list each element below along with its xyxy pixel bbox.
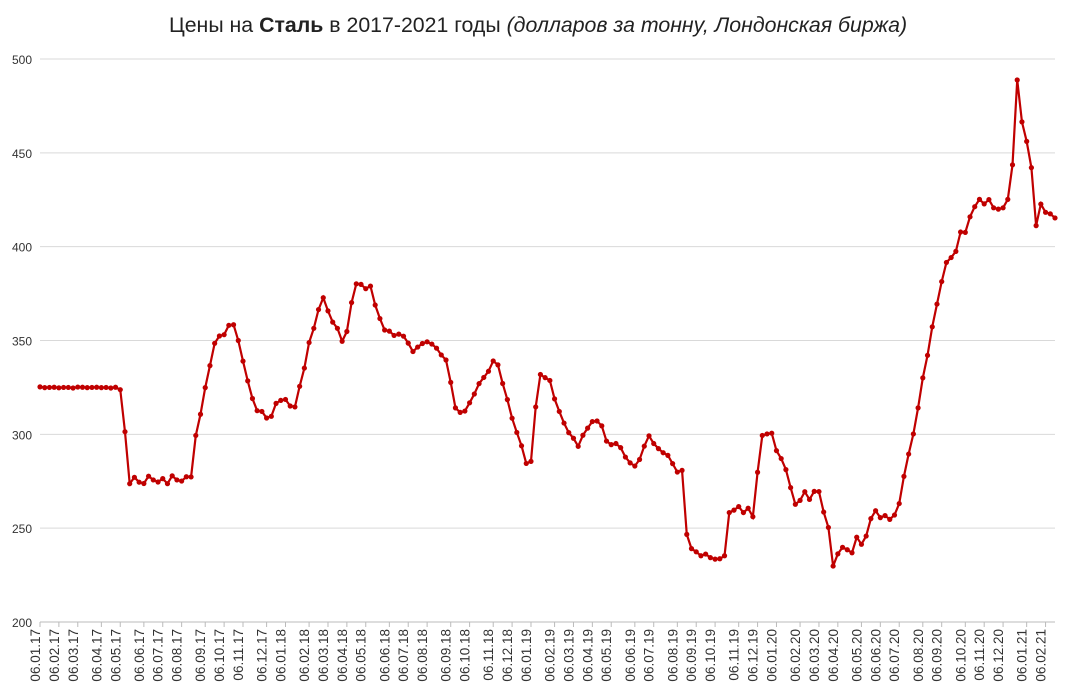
svg-text:06.09.20: 06.09.20 bbox=[930, 629, 945, 682]
svg-text:06.05.17: 06.05.17 bbox=[108, 629, 123, 682]
svg-text:06.05.20: 06.05.20 bbox=[849, 629, 864, 682]
svg-text:400: 400 bbox=[12, 241, 32, 255]
svg-text:06.04.18: 06.04.18 bbox=[335, 629, 350, 682]
svg-text:06.06.17: 06.06.17 bbox=[132, 629, 147, 682]
svg-text:06.12.18: 06.12.18 bbox=[500, 629, 515, 682]
svg-text:06.10.19: 06.10.19 bbox=[703, 629, 718, 682]
svg-text:06.08.17: 06.08.17 bbox=[170, 629, 185, 682]
svg-text:06.02.21: 06.02.21 bbox=[1034, 629, 1049, 682]
svg-text:450: 450 bbox=[12, 147, 32, 161]
svg-text:06.02.18: 06.02.18 bbox=[297, 629, 312, 682]
svg-text:06.12.19: 06.12.19 bbox=[746, 629, 761, 682]
svg-text:06.11.19: 06.11.19 bbox=[727, 629, 742, 681]
svg-text:300: 300 bbox=[12, 428, 32, 442]
svg-text:06.08.20: 06.08.20 bbox=[911, 629, 926, 682]
svg-text:06.02.20: 06.02.20 bbox=[788, 629, 803, 682]
svg-text:06.09.18: 06.09.18 bbox=[439, 629, 454, 682]
svg-text:06.12.17: 06.12.17 bbox=[255, 629, 270, 682]
svg-text:06.10.18: 06.10.18 bbox=[458, 629, 473, 682]
svg-text:06.07.18: 06.07.18 bbox=[396, 629, 411, 682]
svg-text:06.06.19: 06.06.19 bbox=[623, 629, 638, 682]
svg-text:06.10.17: 06.10.17 bbox=[212, 629, 227, 682]
svg-text:06.04.17: 06.04.17 bbox=[89, 629, 104, 682]
svg-text:06.10.20: 06.10.20 bbox=[953, 629, 968, 682]
svg-text:06.02.19: 06.02.19 bbox=[543, 629, 558, 682]
svg-text:06.07.19: 06.07.19 bbox=[642, 629, 657, 682]
svg-text:06.03.20: 06.03.20 bbox=[807, 629, 822, 682]
svg-text:200: 200 bbox=[12, 616, 32, 630]
svg-text:06.04.20: 06.04.20 bbox=[826, 629, 841, 682]
svg-text:06.01.20: 06.01.20 bbox=[764, 629, 779, 682]
svg-text:06.08.19: 06.08.19 bbox=[665, 629, 680, 682]
svg-text:06.06.18: 06.06.18 bbox=[377, 629, 392, 682]
svg-text:06.03.17: 06.03.17 bbox=[66, 629, 81, 682]
svg-text:06.01.19: 06.01.19 bbox=[519, 629, 534, 682]
svg-text:06.04.19: 06.04.19 bbox=[580, 629, 595, 682]
svg-text:06.11.20: 06.11.20 bbox=[972, 629, 987, 681]
svg-text:06.07.17: 06.07.17 bbox=[151, 629, 166, 682]
svg-text:06.01.21: 06.01.21 bbox=[1015, 629, 1030, 682]
svg-text:06.08.18: 06.08.18 bbox=[415, 629, 430, 682]
svg-text:06.07.20: 06.07.20 bbox=[887, 629, 902, 682]
svg-text:06.09.17: 06.09.17 bbox=[193, 629, 208, 682]
svg-text:06.01.17: 06.01.17 bbox=[28, 629, 43, 682]
svg-text:06.03.18: 06.03.18 bbox=[316, 629, 331, 682]
svg-text:250: 250 bbox=[12, 522, 32, 536]
svg-text:500: 500 bbox=[12, 53, 32, 67]
svg-text:06.05.18: 06.05.18 bbox=[354, 629, 369, 682]
svg-text:06.01.18: 06.01.18 bbox=[273, 629, 288, 682]
svg-text:06.02.17: 06.02.17 bbox=[47, 629, 62, 682]
svg-text:06.11.18: 06.11.18 bbox=[481, 629, 496, 681]
svg-text:06.05.19: 06.05.19 bbox=[599, 629, 614, 682]
svg-text:06.03.19: 06.03.19 bbox=[561, 629, 576, 682]
svg-text:06.09.19: 06.09.19 bbox=[684, 629, 699, 682]
svg-text:06.06.20: 06.06.20 bbox=[868, 629, 883, 682]
svg-text:06.12.20: 06.12.20 bbox=[991, 629, 1006, 682]
svg-text:06.11.17: 06.11.17 bbox=[231, 629, 246, 681]
svg-text:350: 350 bbox=[12, 335, 32, 349]
